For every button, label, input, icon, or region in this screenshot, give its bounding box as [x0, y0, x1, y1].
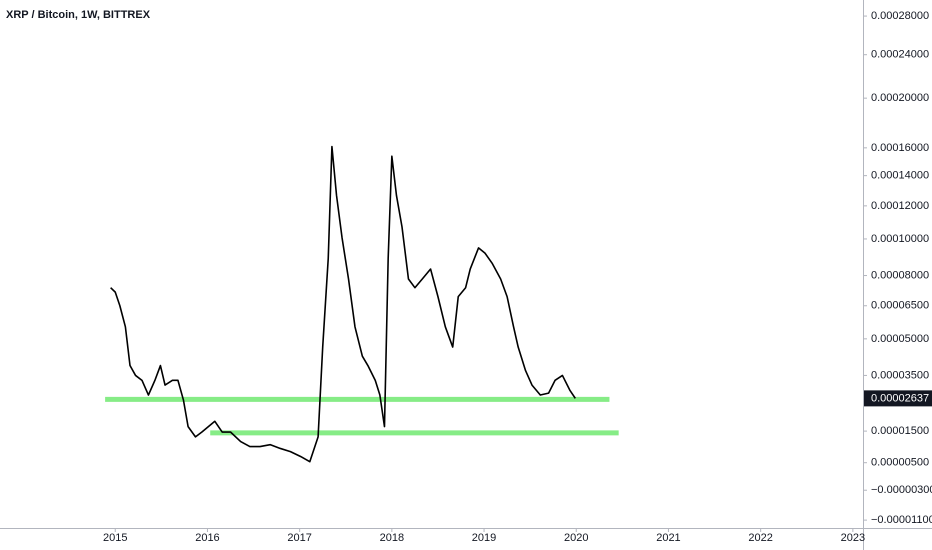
x-tick-label: 2018: [380, 532, 404, 544]
x-tick-label: 2022: [748, 532, 772, 544]
chart-title: XRP / Bitcoin, 1W, BITTREX: [6, 9, 151, 21]
y-tick-label: 0.00020000: [871, 92, 929, 104]
y-tick-label: −0.00001100: [871, 514, 932, 526]
price-line: [110, 145, 576, 463]
y-tick-label: 0.00028000: [871, 10, 929, 22]
y-tick-label: 0.00010000: [871, 233, 929, 245]
y-tick-label: 0.00014000: [871, 170, 929, 182]
y-tick-label: 0.00001500: [871, 425, 929, 437]
x-tick-label: 2021: [656, 532, 680, 544]
y-tick-label: 0.00012000: [871, 200, 929, 212]
x-tick-label: 2023: [841, 532, 865, 544]
x-tick-label: 2016: [195, 532, 219, 544]
y-tick-label: −0.00000300: [871, 484, 932, 496]
last-price-label: 0.00002637: [871, 392, 929, 404]
y-tick-label: 0.00003500: [871, 369, 929, 381]
y-tick-label: 0.00000500: [871, 457, 929, 469]
x-tick-label: 2017: [287, 532, 311, 544]
y-tick-label: 0.00024000: [871, 49, 929, 61]
y-tick-label: 0.00008000: [871, 269, 929, 281]
x-tick-label: 2015: [103, 532, 127, 544]
y-tick-label: 0.00006500: [871, 300, 929, 312]
last-price-box: [864, 390, 932, 407]
y-tick-label: 0.00005000: [871, 333, 929, 345]
x-tick-label: 2020: [564, 532, 588, 544]
y-tick-label: 0.00016000: [871, 142, 929, 154]
x-tick-label: 2019: [472, 532, 496, 544]
